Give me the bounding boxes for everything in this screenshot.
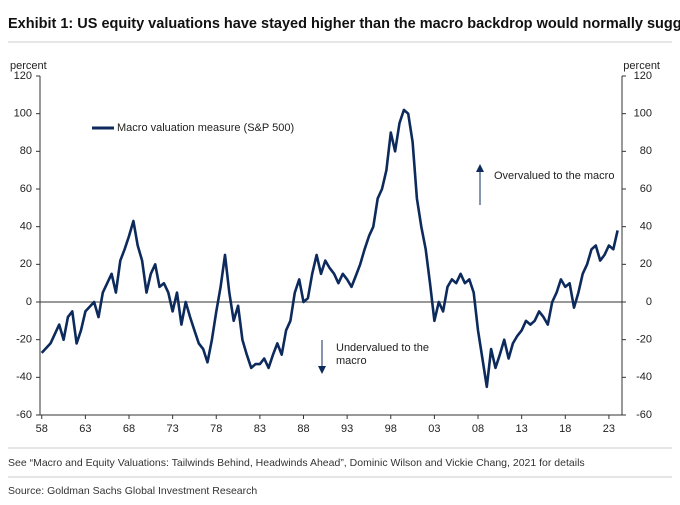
down-arrow-head bbox=[318, 366, 326, 374]
y-tick-label: 60 bbox=[20, 183, 32, 195]
series-line bbox=[40, 108, 619, 389]
x-tick-label: 98 bbox=[385, 423, 397, 435]
up-arrow-head bbox=[476, 164, 484, 172]
x-tick-label: 88 bbox=[297, 423, 309, 435]
x-tick-label: 13 bbox=[516, 423, 528, 435]
y2-tick-label: -40 bbox=[636, 371, 652, 383]
y2-tick-label: 80 bbox=[640, 145, 652, 157]
y2-tick-label: 100 bbox=[634, 108, 652, 120]
y-tick-label: -20 bbox=[16, 334, 32, 346]
y-tick-label: 120 bbox=[14, 70, 32, 82]
y-axis-label: percent bbox=[10, 60, 47, 72]
y2-tick-label: 20 bbox=[640, 258, 652, 270]
y-tick-label: 40 bbox=[20, 221, 32, 233]
x-tick-label: 18 bbox=[559, 423, 571, 435]
x-tick-label: 23 bbox=[603, 423, 615, 435]
x-tick-label: 03 bbox=[428, 423, 440, 435]
legend-label: Macro valuation measure (S&P 500) bbox=[117, 122, 294, 134]
y2-tick-label: 40 bbox=[640, 221, 652, 233]
y-tick-label: 20 bbox=[20, 258, 32, 270]
annotation: macro bbox=[336, 355, 367, 367]
x-tick-label: 58 bbox=[36, 423, 48, 435]
x-tick-label: 63 bbox=[79, 423, 91, 435]
y2-tick-label: 60 bbox=[640, 183, 652, 195]
annotation: Overvalued to the macro bbox=[494, 170, 614, 182]
chart-title: Exhibit 1: US equity valuations have sta… bbox=[8, 16, 680, 32]
y2-tick-label: 0 bbox=[646, 296, 652, 308]
y-tick-label: -60 bbox=[16, 409, 32, 421]
x-tick-label: 78 bbox=[210, 423, 222, 435]
x-tick-label: 08 bbox=[472, 423, 484, 435]
y2-tick-label: -60 bbox=[636, 409, 652, 421]
x-tick-label: 73 bbox=[167, 423, 179, 435]
y-tick-label: 0 bbox=[26, 296, 32, 308]
y2-tick-label: 120 bbox=[634, 70, 652, 82]
y2-axis-label: percent bbox=[623, 60, 660, 72]
source: Source: Goldman Sachs Global Investment … bbox=[8, 485, 257, 497]
footnote: See “Macro and Equity Valuations: Tailwi… bbox=[8, 457, 585, 469]
y-tick-label: 80 bbox=[20, 145, 32, 157]
x-tick-label: 93 bbox=[341, 423, 353, 435]
x-tick-label: 68 bbox=[123, 423, 135, 435]
y-tick-label: -40 bbox=[16, 371, 32, 383]
y2-tick-label: -20 bbox=[636, 334, 652, 346]
x-tick-label: 83 bbox=[254, 423, 266, 435]
annotation: Undervalued to the bbox=[336, 342, 429, 354]
y-tick-label: 100 bbox=[14, 108, 32, 120]
